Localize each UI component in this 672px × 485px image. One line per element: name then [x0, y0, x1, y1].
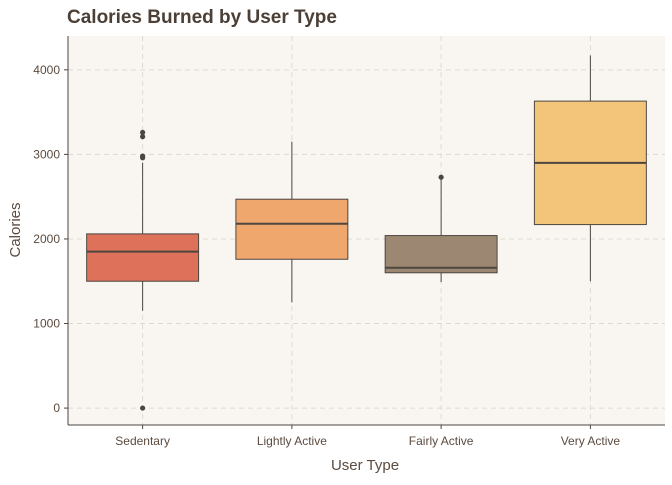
box-iqr — [384, 235, 498, 274]
box-group — [235, 141, 349, 303]
plot-panel — [68, 36, 665, 425]
outlier-point — [438, 174, 444, 180]
x-tick-label: Very Active — [561, 434, 621, 448]
box-group — [533, 55, 647, 282]
axes: 0 1000 2000 3000 4000 Sedentary Lightly Active… — [33, 36, 665, 448]
box-iqr — [86, 233, 200, 282]
box-group — [86, 129, 200, 411]
y-axis-title: Calories — [7, 202, 24, 257]
x-tick-label: Sedentary — [115, 434, 170, 448]
y-tick-label: 0 — [53, 401, 60, 415]
y-tick-label: 3000 — [33, 147, 60, 161]
box-group — [384, 174, 498, 283]
x-tick-label: Lightly Active — [257, 434, 327, 448]
chart-title: Calories Burned by User Type — [67, 7, 337, 28]
x-tick-label: Fairly Active — [409, 434, 474, 448]
box-iqr — [235, 198, 349, 260]
boxes — [86, 55, 647, 411]
y-tick-label: 1000 — [33, 317, 60, 331]
outlier-point — [140, 153, 146, 159]
outlier-point — [140, 405, 146, 411]
y-tick-label: 2000 — [33, 232, 60, 246]
x-axis-title: User Type — [331, 457, 399, 474]
y-tick-label: 4000 — [33, 63, 60, 77]
outlier-point — [140, 129, 146, 136]
outlier-point — [140, 134, 146, 140]
